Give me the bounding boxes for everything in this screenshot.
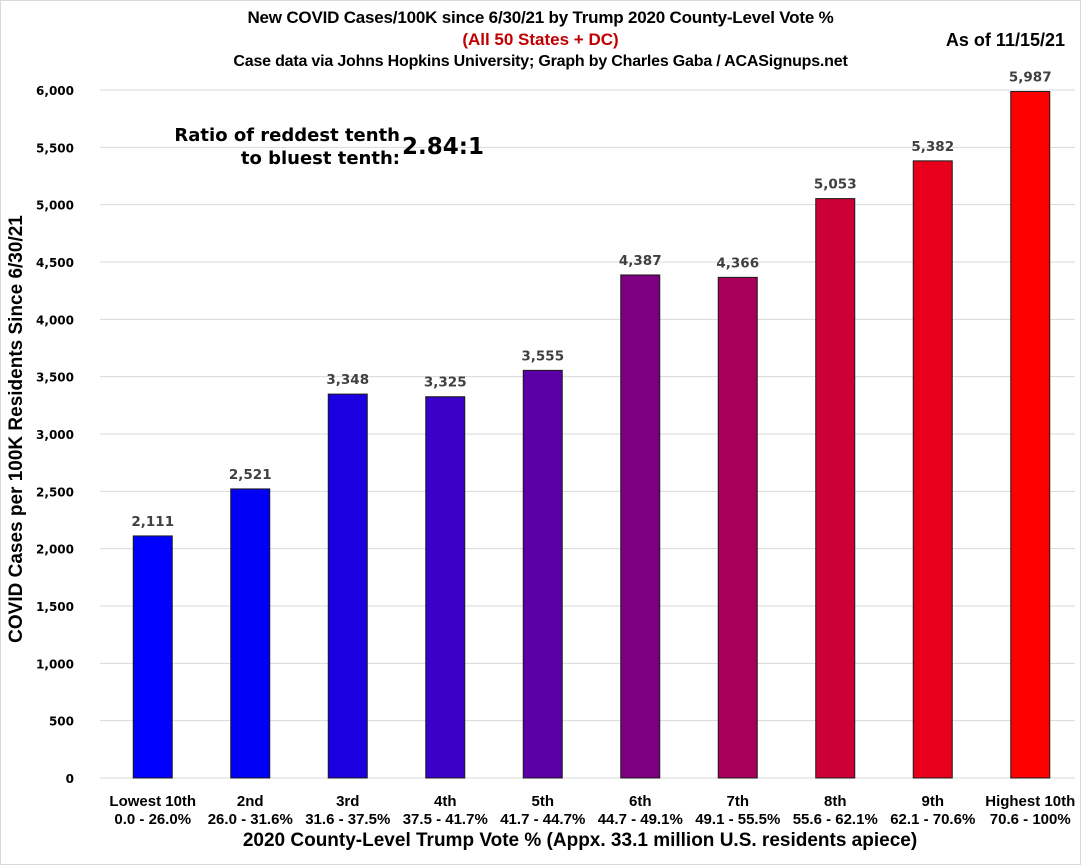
data-label: 4,366 [716, 255, 759, 271]
bar [522, 369, 563, 779]
x-axis-label: 2020 County-Level Trump Vote % (Appx. 33… [242, 830, 918, 851]
bar [230, 488, 271, 779]
bar [620, 274, 661, 779]
x-tick-range-label: 26.0 - 31.6% [208, 811, 293, 828]
y-tick-label: 3,500 [36, 371, 74, 385]
y-tick-label: 1,000 [36, 657, 74, 671]
y-tick-label: 4,000 [36, 313, 74, 327]
x-tick-range-label: 62.1 - 70.6% [890, 811, 975, 828]
y-tick-label: 5,500 [36, 141, 74, 155]
ratio-label-line2: to bluest tenth: [240, 148, 400, 169]
chart-title: New COVID Cases/100K since 6/30/21 by Tr… [247, 8, 834, 27]
bar [425, 396, 466, 779]
data-label: 3,325 [424, 375, 467, 391]
x-tick-range-label: 31.6 - 37.5% [305, 811, 390, 828]
y-tick-label: 3,000 [36, 428, 74, 442]
y-tick-label: 500 [49, 715, 74, 729]
bar [717, 276, 758, 779]
ratio-label-line1: Ratio of reddest tenth [174, 125, 400, 146]
x-tick-label: 5th [532, 793, 555, 810]
data-label: 4,387 [619, 253, 662, 269]
x-tick-range-label: 70.6 - 100% [990, 811, 1071, 828]
y-tick-label: 6,000 [36, 84, 74, 98]
y-tick-label: 0 [66, 772, 74, 786]
x-tick-range-label: 49.1 - 55.5% [695, 811, 780, 828]
y-tick-label: 4,500 [36, 256, 74, 270]
x-tick-range-label: 41.7 - 44.7% [500, 811, 585, 828]
x-tick-label: Lowest 10th [109, 793, 196, 810]
x-tick-range-label: 0.0 - 26.0% [114, 811, 191, 828]
x-tick-label: 6th [629, 793, 652, 810]
y-tick-label: 1,500 [36, 600, 74, 614]
data-label: 3,348 [326, 372, 369, 388]
y-tick-label: 5,000 [36, 199, 74, 213]
x-tick-label: 9th [922, 793, 945, 810]
x-tick-range-label: 55.6 - 62.1% [793, 811, 878, 828]
data-label: 2,111 [131, 514, 174, 530]
data-label: 3,555 [521, 348, 564, 364]
as-of-date: As of 11/15/21 [945, 30, 1065, 50]
data-label: 2,521 [229, 467, 272, 483]
bar [815, 198, 856, 779]
x-tick-label: 7th [727, 793, 750, 810]
ratio-value: 2.84:1 [402, 134, 484, 160]
chart-source: Case data via Johns Hopkins University; … [233, 53, 848, 70]
data-label: 5,382 [911, 139, 954, 155]
y-tick-label: 2,500 [36, 485, 74, 499]
bar [912, 160, 953, 779]
x-tick-label: Highest 10th [985, 793, 1075, 810]
ratio-label: Ratio of reddest tenth to bluest tenth: [160, 124, 400, 170]
x-tick-label: 4th [434, 793, 457, 810]
x-tick-range-label: 44.7 - 49.1% [598, 811, 683, 828]
x-tick-label: 3rd [336, 793, 359, 810]
bar [327, 393, 368, 779]
x-tick-label: 2nd [237, 793, 264, 810]
y-tick-label: 2,000 [36, 543, 74, 557]
bar [1010, 90, 1051, 779]
chart-subtitle: (All 50 States + DC) [462, 30, 619, 49]
data-label: 5,053 [814, 177, 857, 193]
x-tick-label: 8th [824, 793, 847, 810]
x-tick-range-label: 37.5 - 41.7% [403, 811, 488, 828]
bar [132, 535, 173, 779]
data-label: 5,987 [1009, 69, 1052, 85]
